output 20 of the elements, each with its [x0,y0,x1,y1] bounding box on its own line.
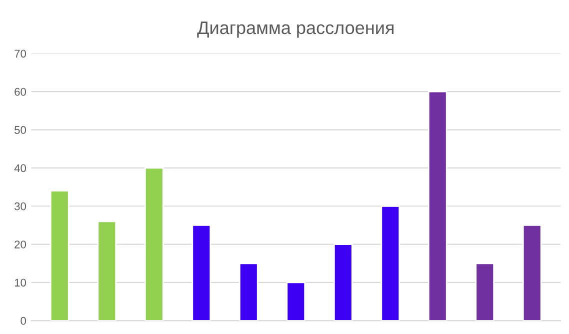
bar [192,224,212,321]
bar [380,205,400,321]
y-tick-label: 70 [14,50,26,58]
bar [428,90,448,321]
y-tick-label: 30 [14,202,26,210]
bar [286,282,306,321]
bar [238,262,258,321]
bar [50,190,70,321]
chart-title: Диаграмма расслоения [197,22,394,38]
y-tick-label: 40 [14,164,26,172]
y-tick-label: 50 [14,126,26,134]
y-tick-label: 20 [14,240,26,248]
bar [475,262,495,321]
bar [97,220,117,321]
bar [144,167,164,321]
y-tick-label: 0 [20,316,26,325]
y-tick-label: 10 [14,278,26,287]
y-tick-label: 60 [14,88,26,96]
bar [522,224,542,321]
bar [333,244,353,321]
